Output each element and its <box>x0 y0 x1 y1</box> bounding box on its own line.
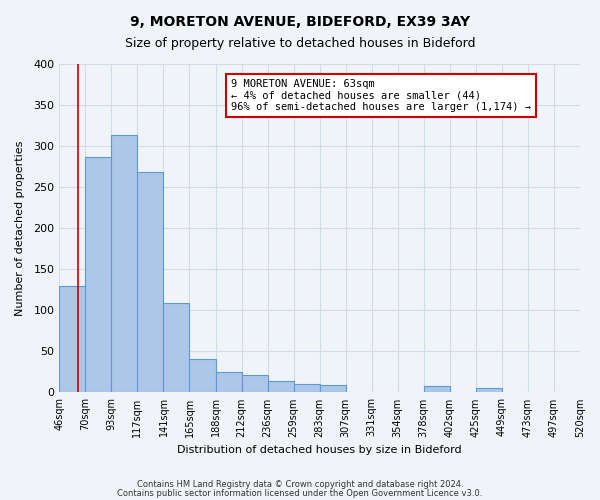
Bar <box>59 286 85 393</box>
Bar <box>424 386 450 392</box>
Bar <box>163 303 190 392</box>
Text: 9, MORETON AVENUE, BIDEFORD, EX39 3AY: 9, MORETON AVENUE, BIDEFORD, EX39 3AY <box>130 15 470 29</box>
Text: Contains HM Land Registry data © Crown copyright and database right 2024.: Contains HM Land Registry data © Crown c… <box>137 480 463 489</box>
Bar <box>137 172 163 392</box>
Bar <box>85 157 112 392</box>
Bar <box>190 359 215 392</box>
Y-axis label: Number of detached properties: Number of detached properties <box>15 140 25 316</box>
Bar <box>112 136 137 392</box>
Bar <box>242 375 268 392</box>
Text: Contains public sector information licensed under the Open Government Licence v3: Contains public sector information licen… <box>118 488 482 498</box>
Bar <box>293 384 320 392</box>
Bar <box>215 372 242 392</box>
Bar <box>268 381 293 392</box>
Bar <box>320 385 346 392</box>
Text: Size of property relative to detached houses in Bideford: Size of property relative to detached ho… <box>125 38 475 51</box>
X-axis label: Distribution of detached houses by size in Bideford: Distribution of detached houses by size … <box>178 445 462 455</box>
Text: 9 MORETON AVENUE: 63sqm
← 4% of detached houses are smaller (44)
96% of semi-det: 9 MORETON AVENUE: 63sqm ← 4% of detached… <box>231 79 531 112</box>
Bar <box>476 388 502 392</box>
